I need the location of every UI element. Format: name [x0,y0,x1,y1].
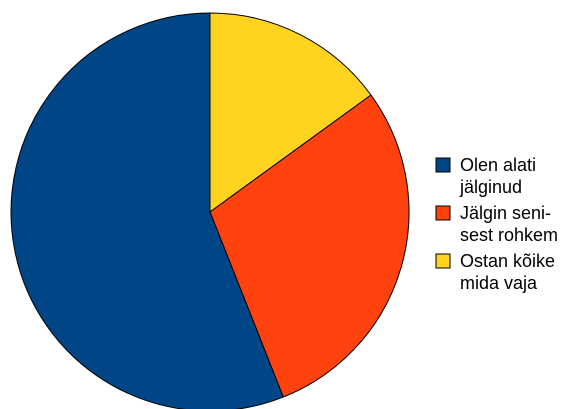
legend-label-2-line-1: jälginud [459,177,522,197]
legend-swatch-2 [435,157,451,173]
pie-slice-1 [209,94,410,398]
pie-slice-2 [10,12,284,409]
legend-label-1-line-0: Jälgin seni- [460,203,551,223]
pie-slices [10,12,410,409]
pie-slice-0 [209,12,372,213]
legend-swatch-0 [435,253,451,269]
legend-label-2-line-0: Olen alati [460,155,536,175]
legend-label-0-line-0: Ostan kõike [460,251,555,271]
legend-swatch-1 [435,205,451,221]
legend-label-0-line-1: mida vaja [460,273,538,293]
legend-label-1-line-1: sest rohkem [460,225,558,245]
